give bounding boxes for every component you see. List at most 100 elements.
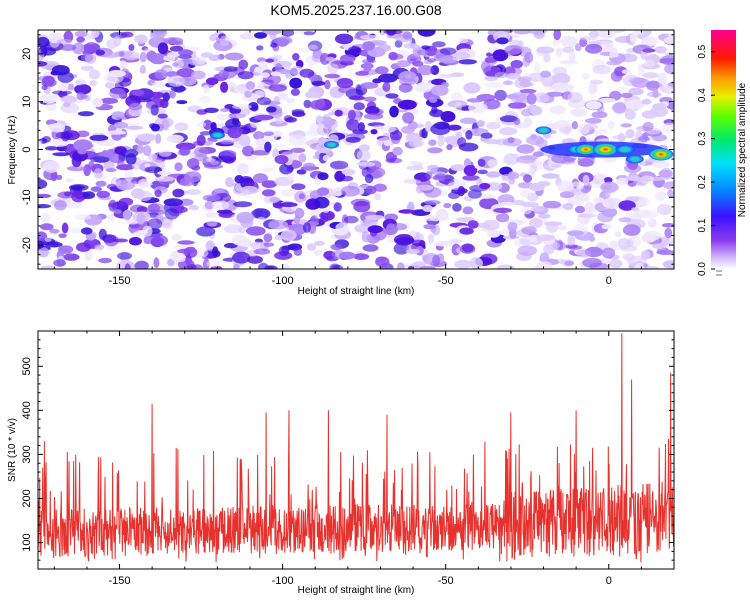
heatmap-cell: [647, 218, 657, 228]
heatmap-cell: [591, 111, 608, 119]
heatmap-cell: [308, 44, 318, 50]
heatmap-cell: [316, 123, 325, 129]
heatmap-cell: [347, 46, 362, 55]
heatmap-cell: [232, 251, 251, 264]
colorbar-tick-label: 0.3: [697, 131, 708, 145]
snr-ytick-label: 300: [21, 445, 33, 463]
heatmap-cell: [147, 153, 158, 161]
heatmap-cell: [254, 114, 274, 121]
heatmap-cell: [437, 138, 445, 147]
heatmap-cell: [54, 200, 67, 211]
heatmap-cell: [459, 117, 477, 125]
heatmap-cell: [262, 167, 275, 173]
heatmap-cell: [150, 104, 159, 116]
heatmap-cell: [51, 139, 69, 147]
heatmap-cell: [569, 108, 584, 116]
heatmap-cell: [256, 97, 272, 106]
heatmap-cell: [625, 175, 641, 181]
heatmap-cell: [96, 190, 110, 199]
heatmap-cell: [353, 200, 371, 213]
heatmap-cell: [88, 69, 101, 80]
heatmap-cell: [269, 196, 281, 203]
snr-ytick-label: 100: [21, 533, 33, 551]
heatmap-cell: [74, 30, 88, 38]
heatmap-cell: [317, 172, 329, 181]
heatmap-cell: [624, 108, 636, 120]
heatmap-cell: [549, 105, 567, 115]
heatmap-cell: [144, 163, 151, 168]
heatmap-cell: [266, 106, 277, 113]
heatmap-cell: [598, 30, 615, 39]
heatmap-cell: [430, 65, 440, 76]
heatmap-cell: [202, 84, 210, 94]
heatmap-cell: [355, 71, 369, 76]
heatmap-cell: [455, 131, 462, 139]
heatmap-cell: [494, 72, 509, 78]
heatmap-cell: [73, 139, 93, 152]
heatmap-cell: [169, 90, 176, 99]
heatmap-cell: [285, 97, 296, 104]
heatmap-cell: [59, 44, 77, 51]
heatmap-cell: [261, 180, 278, 189]
colorbar-ticks: 0.0 0.1 0.2 0.3 0.4 0.5: [697, 44, 722, 276]
heatmap-cell: [134, 34, 148, 44]
heatmap-cell: [567, 92, 583, 103]
heatmap-cell: [365, 105, 380, 115]
heatmap-cell: [139, 64, 146, 74]
heatmap-cell: [521, 226, 537, 235]
heatmap-cell: [640, 175, 654, 184]
heatmap-cell: [53, 259, 67, 267]
heatmap-cell: [484, 81, 505, 88]
heatmap-cell: [253, 248, 271, 255]
heatmap-cell: [632, 209, 651, 219]
heatmap-cell: [44, 241, 63, 248]
heatmap-cell: [492, 49, 509, 62]
heatmap-cell: [99, 97, 119, 104]
heatmap-cell: [357, 161, 376, 167]
heatmap-cell: [178, 49, 193, 57]
heatmap-cell: [254, 146, 265, 152]
heatmap-cell: [559, 191, 575, 199]
heatmap-ytick-label: 20: [21, 48, 33, 60]
heatmap-cell: [427, 233, 434, 244]
heatmap-cell: [477, 169, 488, 175]
heatmap-cell: [375, 256, 390, 268]
heatmap-cell: [345, 136, 361, 143]
heatmap-cell: [45, 146, 58, 151]
heatmap-cell: [485, 182, 503, 191]
heatmap-cell: [275, 117, 283, 125]
heatmap-cell: [513, 117, 521, 126]
heatmap-cell: [452, 203, 462, 212]
heatmap-cell: [380, 125, 396, 133]
heatmap-cell: [64, 143, 77, 155]
heatmap-cell: [487, 229, 501, 238]
heatmap-cell: [567, 245, 583, 250]
heatmap-cell: [498, 127, 518, 136]
heatmap-cell: [162, 219, 174, 230]
heatmap-cell: [462, 243, 474, 253]
heatmap-cell: [124, 263, 131, 269]
heatmap-cell: [484, 75, 499, 82]
heatmap-cell: [290, 88, 300, 96]
heatmap-cell: [585, 43, 603, 54]
snr-xtick-label: -150: [109, 575, 131, 587]
heatmap-cell: [637, 136, 651, 142]
heatmap-cell: [669, 105, 674, 111]
heatmap-cell: [240, 185, 259, 195]
heatmap-cell: [437, 134, 445, 140]
heatmap-cell: [205, 77, 219, 85]
heatmap-cell: [91, 30, 100, 38]
heatmap-cell: [553, 30, 562, 40]
heatmap-cell: [191, 70, 206, 80]
heatmap-cell: [417, 65, 434, 76]
heatmap-cell: [261, 30, 282, 35]
heatmap-cell: [402, 112, 415, 124]
heatmap-cell: [533, 30, 545, 39]
heatmap-cell: [529, 218, 543, 229]
heatmap-cell: [513, 30, 531, 35]
heatmap-cell: [643, 59, 656, 68]
heatmap-cell: [394, 40, 403, 48]
heatmap-cell: [149, 53, 167, 65]
